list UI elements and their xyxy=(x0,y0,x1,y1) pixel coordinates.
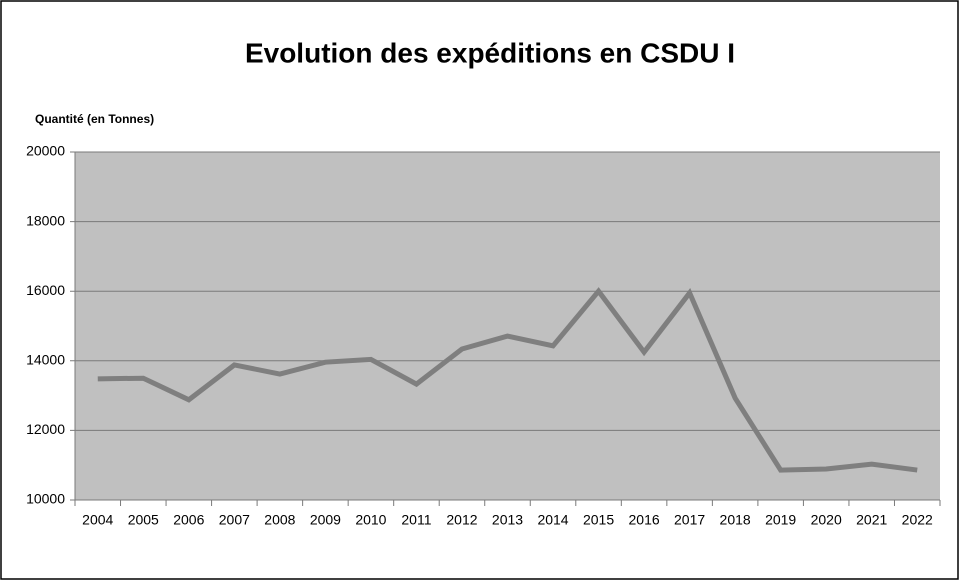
x-tick-label: 2020 xyxy=(811,512,842,528)
x-tick-label: 2008 xyxy=(264,512,295,528)
plot-area xyxy=(75,152,940,500)
chart-title: Evolution des expéditions en CSDU I xyxy=(245,37,735,68)
x-tick-label: 2014 xyxy=(537,512,568,528)
x-tick-label: 2018 xyxy=(720,512,751,528)
y-tick-label: 14000 xyxy=(26,352,65,368)
x-tick-label: 2016 xyxy=(629,512,660,528)
x-tick-label: 2013 xyxy=(492,512,523,528)
y-tick-label: 16000 xyxy=(26,282,65,298)
x-tick-label: 2010 xyxy=(355,512,386,528)
x-tick-label: 2004 xyxy=(82,512,113,528)
y-tick-label: 12000 xyxy=(26,421,65,437)
x-tick-label: 2017 xyxy=(674,512,705,528)
x-tick-label: 2009 xyxy=(310,512,341,528)
x-tick-label: 2019 xyxy=(765,512,796,528)
y-tick-label: 10000 xyxy=(26,491,65,507)
x-tick-label: 2022 xyxy=(902,512,933,528)
x-tick-label: 2005 xyxy=(128,512,159,528)
y-axis-label: Quantité (en Tonnes) xyxy=(35,112,154,126)
x-tick-label: 2006 xyxy=(173,512,204,528)
x-tick-label: 2021 xyxy=(856,512,887,528)
x-tick-label: 2011 xyxy=(401,512,431,528)
x-tick-label: 2007 xyxy=(219,512,250,528)
x-tick-label: 2015 xyxy=(583,512,614,528)
x-tick-label: 2012 xyxy=(446,512,477,528)
y-tick-label: 20000 xyxy=(26,143,65,159)
data-line xyxy=(97,287,918,473)
y-tick-label: 18000 xyxy=(26,212,65,228)
